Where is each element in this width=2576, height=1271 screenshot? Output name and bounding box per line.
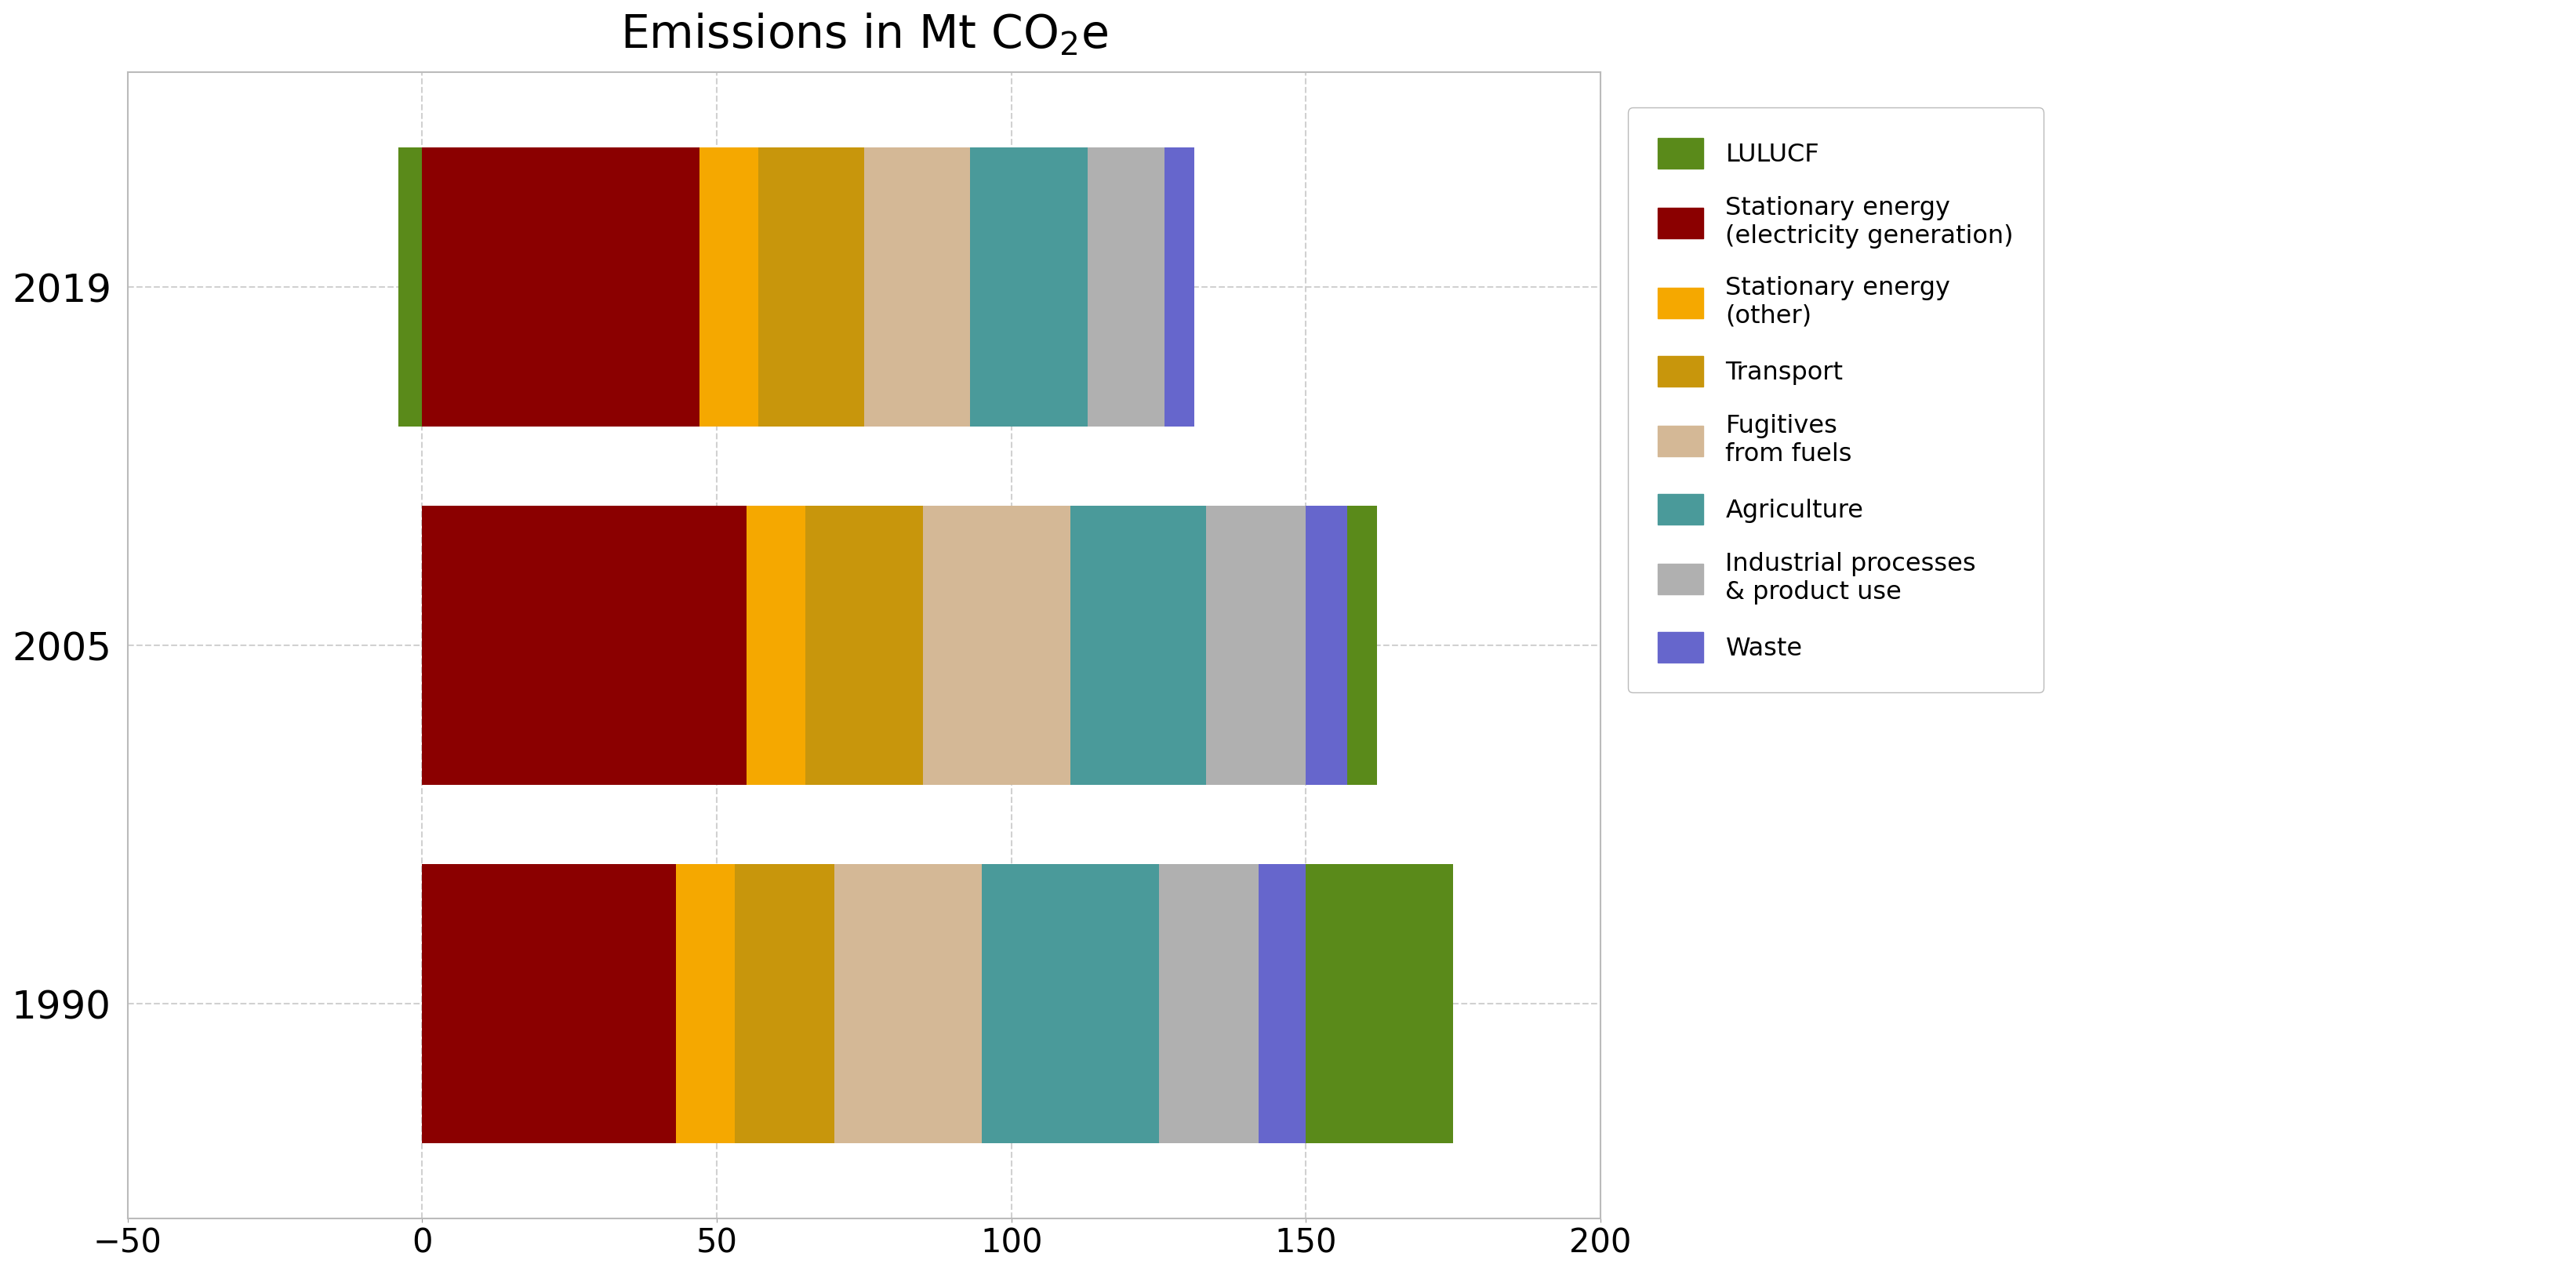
Bar [734, 864, 835, 1144]
Bar [399, 147, 422, 427]
Bar [1087, 147, 1164, 427]
Bar [1306, 506, 1347, 785]
Bar [422, 864, 675, 1144]
Bar [675, 864, 734, 1144]
Bar [835, 864, 981, 1144]
Bar [757, 147, 863, 427]
Bar [1306, 864, 1453, 1144]
Bar [1164, 147, 1195, 427]
Bar [422, 506, 747, 785]
Bar [981, 864, 1159, 1144]
Bar [422, 147, 698, 427]
Bar [971, 147, 1087, 427]
Bar [863, 147, 971, 427]
Bar [1206, 506, 1306, 785]
Bar [922, 506, 1072, 785]
Bar [1260, 864, 1306, 1144]
Bar [1159, 864, 1260, 1144]
Bar [1072, 506, 1206, 785]
Bar [806, 506, 922, 785]
Bar [747, 506, 806, 785]
Title: Emissions in Mt CO$_2$e: Emissions in Mt CO$_2$e [621, 11, 1108, 57]
Bar [1347, 506, 1376, 785]
Bar [698, 147, 757, 427]
Legend: LULUCF, Stationary energy
(electricity generation), Stationary energy
(other), T: LULUCF, Stationary energy (electricity g… [1628, 108, 2043, 693]
